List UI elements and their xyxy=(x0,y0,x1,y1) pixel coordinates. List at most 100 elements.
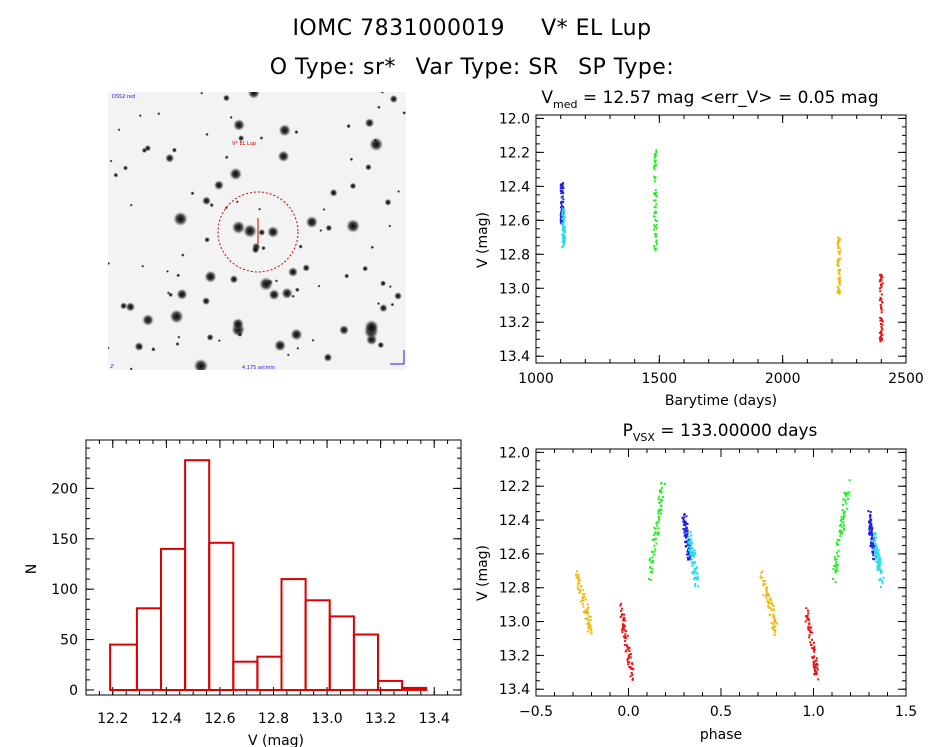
data-point xyxy=(694,567,697,570)
data-point xyxy=(759,576,762,579)
data-point xyxy=(655,195,658,198)
data-point xyxy=(683,513,686,516)
data-point xyxy=(587,630,590,633)
data-point xyxy=(847,493,850,495)
star xyxy=(402,111,406,115)
data-point xyxy=(690,548,693,551)
data-point xyxy=(881,323,884,326)
data-point xyxy=(586,603,589,606)
star xyxy=(247,92,260,99)
data-point xyxy=(560,204,563,207)
star xyxy=(229,275,239,284)
series-cyan xyxy=(687,530,885,588)
star xyxy=(319,229,323,232)
x-tick-label: 12.6 xyxy=(204,711,235,727)
data-point xyxy=(880,298,883,301)
data-point xyxy=(650,560,653,563)
data-point xyxy=(658,489,661,492)
data-point xyxy=(685,534,688,537)
series-green xyxy=(652,149,658,252)
data-point xyxy=(839,532,842,535)
data-point xyxy=(879,304,882,306)
data-point xyxy=(628,666,631,668)
data-point xyxy=(653,233,656,236)
data-point xyxy=(562,209,565,212)
data-point xyxy=(869,514,872,517)
star xyxy=(346,219,360,233)
data-point xyxy=(813,647,816,649)
data-point xyxy=(869,531,872,534)
data-point xyxy=(624,636,627,639)
data-point xyxy=(870,526,873,529)
star xyxy=(288,267,298,277)
y-tick-label: 0 xyxy=(69,683,78,699)
data-point xyxy=(653,533,656,536)
data-point xyxy=(653,165,656,168)
data-point xyxy=(685,515,688,518)
data-point xyxy=(837,264,840,267)
data-point xyxy=(629,653,632,656)
data-point xyxy=(772,628,774,631)
y-tick-label: 12.6 xyxy=(499,213,530,229)
data-point xyxy=(685,527,688,530)
data-point xyxy=(689,558,692,561)
y-tick-label: 13.0 xyxy=(499,281,530,297)
star xyxy=(362,265,369,272)
data-point xyxy=(811,638,813,641)
data-point xyxy=(774,629,777,632)
star xyxy=(217,339,221,343)
star xyxy=(209,202,214,208)
data-point xyxy=(658,518,661,521)
histogram-bar xyxy=(328,615,355,692)
data-point xyxy=(839,268,841,271)
data-point xyxy=(649,566,651,569)
data-point xyxy=(809,626,812,629)
data-point xyxy=(813,666,816,669)
data-point xyxy=(810,644,812,647)
data-point xyxy=(873,539,876,542)
star xyxy=(367,122,372,126)
data-point xyxy=(648,559,651,561)
star xyxy=(369,137,384,152)
star xyxy=(122,165,129,171)
star xyxy=(233,119,245,131)
data-point xyxy=(836,244,839,247)
data-point xyxy=(624,640,627,643)
data-point xyxy=(760,572,763,574)
data-point xyxy=(580,585,583,588)
star xyxy=(134,341,144,352)
x-tick-label: 1000 xyxy=(518,371,554,387)
x-tick-label: 13.2 xyxy=(365,711,396,727)
data-point xyxy=(815,657,818,660)
data-point xyxy=(880,284,883,287)
data-point xyxy=(868,532,871,535)
data-point xyxy=(623,643,626,646)
data-point xyxy=(813,670,816,673)
data-point xyxy=(878,331,881,334)
data-point xyxy=(764,587,767,590)
data-point xyxy=(693,554,696,557)
data-point xyxy=(845,502,848,505)
data-point xyxy=(655,227,658,230)
data-point xyxy=(664,482,666,485)
data-point xyxy=(806,616,809,619)
data-point xyxy=(654,219,657,221)
data-point xyxy=(658,502,661,504)
data-point xyxy=(682,520,685,523)
series-yellow xyxy=(836,236,842,295)
histogram-bar xyxy=(135,607,162,691)
data-point xyxy=(836,285,839,288)
data-point xyxy=(687,545,690,548)
data-point xyxy=(833,556,836,559)
data-point xyxy=(875,546,878,549)
data-point xyxy=(875,557,878,560)
data-point xyxy=(689,541,692,544)
y-tick-label: 13.0 xyxy=(499,615,530,631)
variable-type: Var Type: SR xyxy=(415,55,559,80)
data-point xyxy=(872,548,875,551)
data-point xyxy=(762,584,765,587)
star xyxy=(311,338,315,342)
data-point xyxy=(583,595,586,598)
data-point xyxy=(581,602,584,605)
data-point xyxy=(561,184,564,187)
